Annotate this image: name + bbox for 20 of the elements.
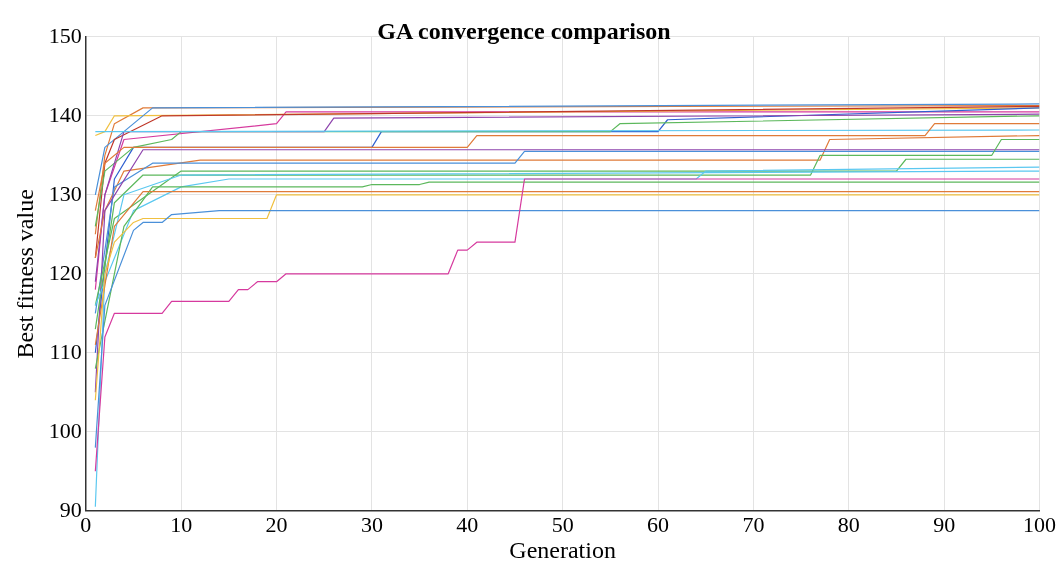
x-tick-label: 50 [551, 511, 574, 537]
x-tick-label: 10 [170, 511, 193, 537]
x-tick-label: 60 [647, 511, 670, 537]
x-axis-title: Generation [509, 536, 616, 563]
x-tick-label: 30 [360, 511, 383, 537]
x-tick-label: 80 [837, 511, 860, 537]
x-tick-label: 20 [265, 511, 288, 537]
y-tick-label: 110 [49, 338, 82, 364]
x-tick-label: 40 [456, 511, 479, 537]
x-tick-label: 0 [80, 511, 92, 537]
x-tick-label: 90 [933, 511, 956, 537]
y-tick-label: 150 [48, 22, 82, 48]
y-tick-label: 120 [48, 259, 82, 285]
y-axis-title: Best fitness value [11, 189, 38, 359]
y-tick-label: 130 [48, 180, 82, 206]
chart-title: GA convergence comparison [377, 17, 671, 44]
y-tick-label: 100 [48, 417, 82, 443]
x-tick-label: 100 [1023, 511, 1056, 537]
y-tick-label: 140 [48, 101, 82, 127]
x-tick-label: 70 [742, 511, 765, 537]
